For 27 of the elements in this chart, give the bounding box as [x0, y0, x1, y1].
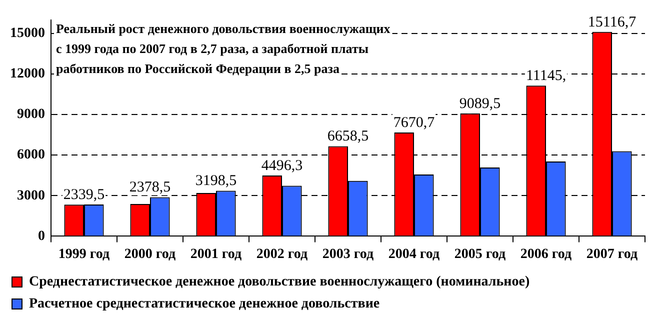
y-tick-label: 0 [38, 228, 45, 244]
data-label: 2339,5 [63, 186, 105, 203]
y-tick-label: 15000 [10, 26, 45, 42]
y-tick-label: 9000 [17, 107, 45, 122]
legend-label: Расчетное среднестатистическое денежное довольствие [29, 296, 380, 312]
x-tick-label: 2004 год [388, 247, 440, 262]
data-label: 4496,3 [261, 158, 303, 174]
x-tick-label: 2006 год [520, 247, 572, 262]
x-tick-label: 2001 год [190, 247, 242, 262]
y-tick-label: 6000 [17, 148, 45, 163]
x-tick-label: 2002 год [256, 247, 308, 262]
x-tick-label: 2003 год [322, 247, 374, 262]
data-label: 6658,5 [327, 128, 369, 145]
x-tick-label: 2007 год [586, 247, 638, 262]
x-tick-label: 2005 год [454, 247, 506, 262]
data-label: 9089,5 [459, 96, 501, 112]
data-label: 15116,7 [588, 14, 637, 30]
y-tick-label: 12000 [10, 66, 45, 82]
x-tick-label: 2000 год [124, 247, 176, 262]
data-label: 2378,5 [129, 180, 171, 196]
annotation: Реальный рост денежного довольствия военнослужащих с 1999 года по 2007 год в 2,7 раза, а заработной платы работников по Российской Федерации в 2,5 раза [56, 20, 391, 76]
data-label: 7670,7 [393, 114, 436, 131]
data-label: 11145, [526, 68, 566, 84]
x-tick-label: 1999 год [58, 247, 110, 262]
y-tick-label: 3000 [17, 188, 45, 204]
data-label: 3198,5 [195, 173, 237, 190]
legend-label: Среднестатистическое денежное довольствие военнослужащего (номинальное) [29, 274, 530, 290]
